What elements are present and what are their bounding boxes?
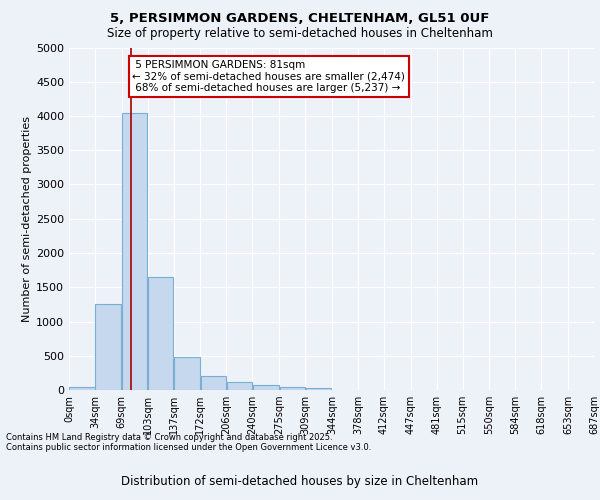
Y-axis label: Number of semi-detached properties: Number of semi-detached properties [22,116,32,322]
Bar [253,384,279,390]
Bar [122,112,148,390]
Bar [201,376,226,390]
Bar [227,382,252,390]
Bar [95,304,121,390]
Text: Distribution of semi-detached houses by size in Cheltenham: Distribution of semi-detached houses by … [121,474,479,488]
Bar [280,386,305,390]
Text: 5 PERSIMMON GARDENS: 81sqm
← 32% of semi-detached houses are smaller (2,474)
 68: 5 PERSIMMON GARDENS: 81sqm ← 32% of semi… [133,60,406,93]
Bar [148,277,173,390]
Text: Contains HM Land Registry data © Crown copyright and database right 2025.: Contains HM Land Registry data © Crown c… [6,434,332,442]
Text: 5, PERSIMMON GARDENS, CHELTENHAM, GL51 0UF: 5, PERSIMMON GARDENS, CHELTENHAM, GL51 0… [110,12,490,26]
Text: Contains public sector information licensed under the Open Government Licence v3: Contains public sector information licen… [6,444,371,452]
Bar [70,386,95,390]
Text: Size of property relative to semi-detached houses in Cheltenham: Size of property relative to semi-detach… [107,28,493,40]
Bar [174,357,200,390]
Bar [305,388,331,390]
